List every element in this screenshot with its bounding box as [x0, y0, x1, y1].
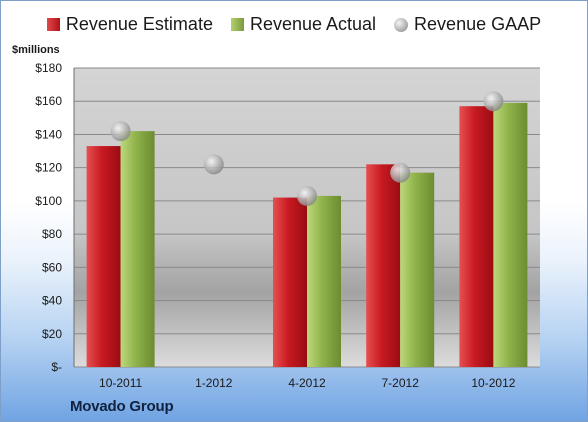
- company-name: Movado Group: [70, 398, 174, 415]
- y-tick-label: $80: [42, 227, 62, 241]
- x-tick-label: 4-2012: [288, 376, 326, 390]
- x-tick-label: 10-2011: [99, 376, 142, 390]
- bar-revenue-actual: [493, 102, 528, 367]
- bar-revenue-estimate: [459, 106, 494, 367]
- y-tick-label: $120: [35, 161, 62, 175]
- legend-label-gaap: Revenue GAAP: [414, 14, 542, 34]
- bar-revenue-actual: [120, 131, 155, 367]
- x-tick-label: 1-2012: [195, 376, 233, 390]
- point-revenue-gaap: [390, 162, 411, 183]
- bar-revenue-actual: [400, 172, 435, 367]
- legend-item-gaap: Revenue GAAP: [394, 14, 541, 35]
- gaap-points: [110, 91, 504, 206]
- legend-label-estimate: Revenue Estimate: [65, 14, 213, 34]
- y-tick-label: $-: [51, 360, 62, 374]
- y-tick-label: $140: [35, 127, 62, 141]
- point-revenue-gaap: [297, 185, 317, 206]
- legend: Revenue Estimate Revenue Actual Revenue …: [0, 14, 588, 35]
- bar-revenue-estimate: [273, 197, 307, 367]
- y-tick-label: $100: [35, 194, 62, 208]
- legend-item-actual: Revenue Actual: [230, 14, 377, 35]
- legend-item-estimate: Revenue Estimate: [46, 14, 213, 35]
- bar-revenue-estimate: [366, 164, 401, 367]
- y-tick-label: $180: [35, 61, 62, 75]
- bar-revenue-estimate: [86, 146, 121, 367]
- point-revenue-gaap: [110, 121, 131, 142]
- bars: [86, 102, 528, 367]
- y-tick-label: $40: [42, 294, 62, 308]
- y-tick-label: $20: [42, 327, 62, 341]
- legend-swatch-actual: [230, 18, 244, 31]
- x-tick-label: 7-2012: [382, 376, 420, 390]
- y-axis-unit-label: $millions: [12, 44, 60, 56]
- point-revenue-gaap: [483, 91, 504, 112]
- y-tick-label: $60: [42, 260, 62, 274]
- x-axis-ticks: 10-2011 1-2012 4-2012 7-2012 10-2012: [99, 376, 516, 390]
- legend-swatch-gaap: [394, 17, 409, 32]
- y-axis-ticks: $- $20 $40 $60 $80 $100 $120 $140 $160 $180: [35, 61, 62, 374]
- legend-label-actual: Revenue Actual: [249, 14, 377, 34]
- x-tick-label: 10-2012: [471, 376, 515, 390]
- y-tick-label: $160: [35, 94, 62, 108]
- point-revenue-gaap: [203, 154, 224, 175]
- legend-swatch-estimate: [46, 18, 60, 31]
- bar-revenue-actual: [307, 195, 341, 367]
